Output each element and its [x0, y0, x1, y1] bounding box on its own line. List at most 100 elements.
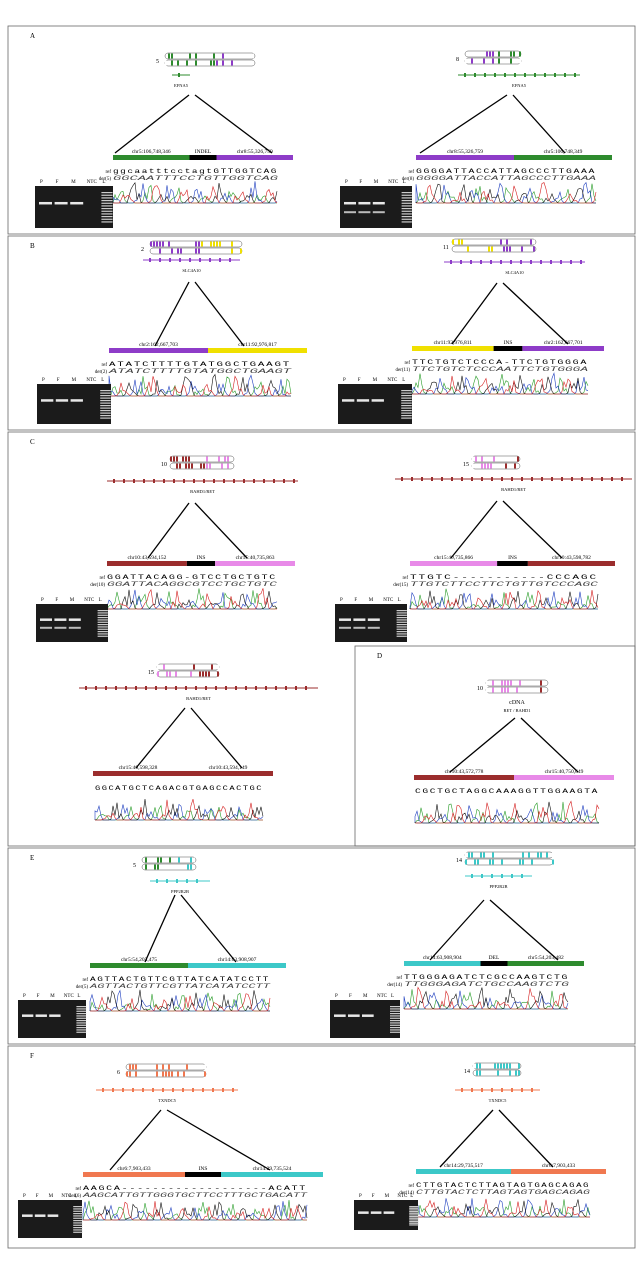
ladder-band	[401, 205, 412, 207]
exon-mark	[125, 686, 127, 690]
chromosome-band	[237, 60, 239, 66]
derivative-sequence: TTGGGAGATCTGCCAAGTCTG	[404, 981, 570, 988]
chromosome-band	[169, 864, 171, 870]
chromosome-band	[458, 246, 460, 252]
segment-middle	[185, 1172, 221, 1177]
sequence-row-label: ref	[404, 361, 410, 366]
sequence-rows: ref der(5)ggcaatttcctagtGTTGGTCAGGGCAATTT…	[99, 168, 279, 204]
breakpoint-left-label: chr8:55,326,759	[447, 149, 483, 155]
chromosome-band	[455, 239, 457, 245]
chromosome-band	[168, 1064, 170, 1070]
gel-lane-label: M	[50, 994, 55, 999]
ladder-band	[97, 621, 108, 623]
chromosome-band	[159, 248, 161, 254]
chromosome-band	[165, 60, 167, 66]
chromosome-band	[180, 60, 182, 66]
exon-mark	[169, 258, 171, 262]
chromosome-band	[225, 241, 227, 247]
ladder-band	[401, 192, 412, 194]
exon-mark	[143, 479, 145, 483]
gel-image: P F M NTC L	[340, 180, 412, 228]
ladder-band	[76, 1008, 87, 1010]
chromosome-band	[225, 60, 227, 66]
chromosome-band	[468, 852, 470, 858]
chromosome-band	[474, 859, 476, 865]
chromosome-band	[493, 463, 495, 469]
chromosome-band	[549, 852, 551, 858]
ladder-band	[409, 1209, 419, 1211]
gel-band	[70, 399, 83, 402]
gel-band	[54, 618, 67, 621]
gel-lane-label: L	[403, 180, 406, 185]
chromosome-band	[207, 53, 209, 59]
exon-mark	[564, 73, 566, 77]
ladder-band	[73, 1227, 83, 1229]
gel-lane-label: NTC	[86, 378, 97, 383]
chromosome-band	[174, 241, 176, 247]
ladder-band	[401, 405, 412, 407]
exon-mark	[411, 477, 413, 481]
exon-mark	[159, 258, 161, 262]
exon-mark	[155, 686, 157, 690]
exon-mark	[544, 73, 546, 77]
gel-lane-label: M	[363, 994, 368, 999]
chromosome-band	[518, 1063, 520, 1069]
gel-lane-label: M	[71, 180, 76, 185]
gel-band	[339, 618, 351, 621]
breakpoint-middle-label: INS	[504, 340, 513, 346]
exon-mark	[205, 686, 207, 690]
chromosome-band	[515, 1070, 517, 1076]
breakpoint-left-label: chr10:43,572,778	[445, 769, 484, 775]
exon-mark	[285, 686, 287, 690]
breakpoint-bar: chr14:63,908,904 DEL chr5:54,203,482	[404, 955, 584, 966]
chromosome-band	[132, 1064, 134, 1070]
gel-background	[18, 1200, 82, 1238]
exon-mark	[229, 258, 231, 262]
gene-track: PPP2R2B	[465, 874, 532, 889]
ladder-band	[396, 621, 407, 623]
chromosome-ideogram: 14	[464, 1062, 522, 1077]
chromosome-band	[499, 456, 501, 462]
ladder-band	[97, 628, 108, 630]
chromosome-band	[222, 60, 224, 66]
chromosome-band	[207, 60, 209, 66]
ladder-band	[73, 1217, 83, 1219]
chromosome-band	[516, 680, 518, 686]
sequence-row-label: der(14)	[399, 1191, 414, 1196]
chromosome-band	[214, 664, 216, 670]
chromosome-band	[147, 1071, 149, 1077]
chromosome-band	[243, 60, 245, 66]
chromosome-band	[195, 53, 197, 59]
sequence-row-label: ref	[408, 170, 414, 175]
ladder-band	[97, 631, 108, 633]
chromosome-band	[129, 1064, 131, 1070]
breakpoint-bar: chr10:43,572,778 chr15:40,750,649	[414, 769, 614, 780]
chromosome-band	[210, 53, 212, 59]
chromosome-band	[491, 239, 493, 245]
segment-middle	[186, 561, 216, 566]
chromosome-band	[507, 680, 509, 686]
ladder-band	[73, 1213, 83, 1215]
chromosome-band	[507, 51, 509, 57]
chromosome-band	[195, 248, 197, 254]
chromosome-band	[479, 246, 481, 252]
gene-track: SLC4A10	[444, 260, 585, 275]
ladder-band	[396, 612, 407, 614]
gel-lane-label: P	[23, 994, 26, 999]
exon-mark	[580, 260, 582, 264]
exon-mark	[511, 1088, 513, 1092]
gel-background	[37, 384, 111, 424]
chromosome-band	[473, 239, 475, 245]
chromosome-band	[201, 241, 203, 247]
ladder-band	[401, 417, 412, 419]
chromosome-band	[510, 58, 512, 64]
chromosome-band	[171, 60, 173, 66]
exon-mark	[183, 479, 185, 483]
segment-right	[514, 775, 614, 780]
exon-mark	[142, 1088, 144, 1092]
chromosome-band	[135, 1071, 137, 1077]
zoom-line	[450, 500, 498, 559]
exon-mark	[173, 479, 175, 483]
exon-mark	[182, 1088, 184, 1092]
breakpoint-bar: chr15:40,598,328 chr10:43,594,149	[93, 765, 273, 776]
